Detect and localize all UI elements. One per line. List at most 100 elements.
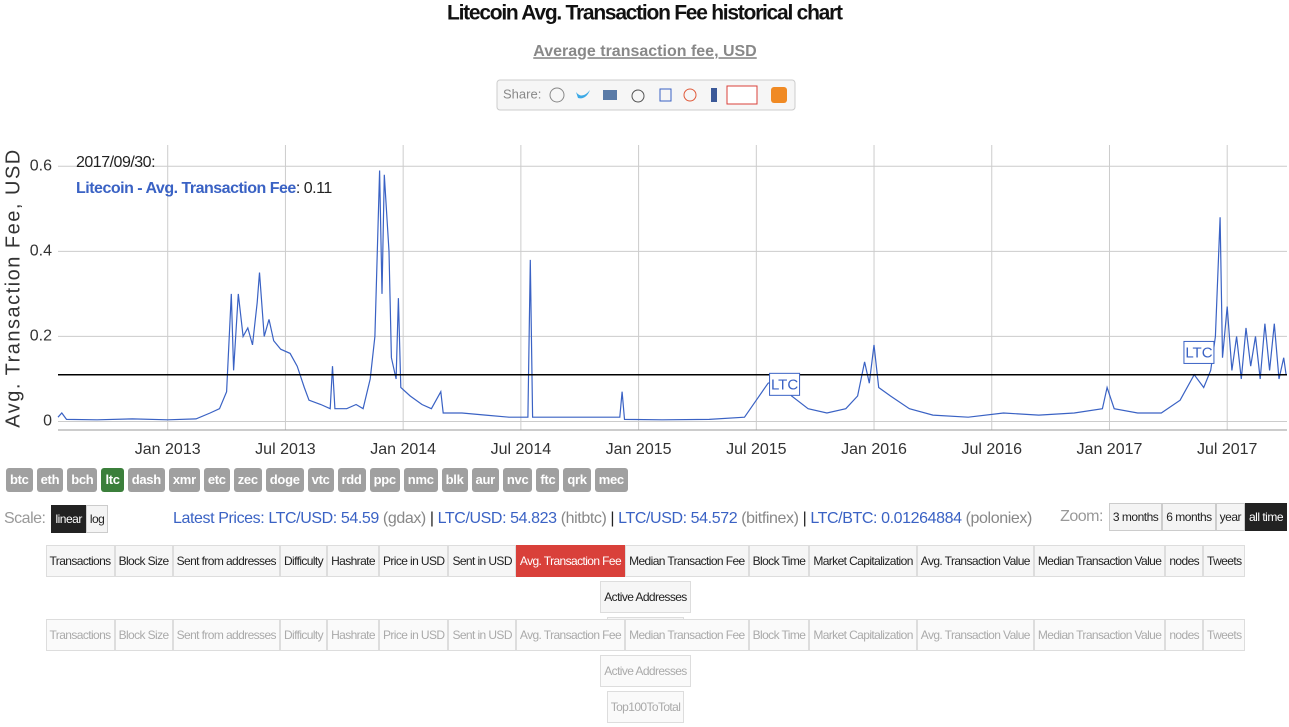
metric-button[interactable]: Sent from addresses <box>172 545 280 577</box>
metric-button[interactable]: Market Capitalization <box>809 619 917 651</box>
tooltip-value: 0.11 <box>304 180 333 197</box>
price-separator: | <box>429 510 434 527</box>
chart: Litecoin Avg. Transaction Fee historical… <box>2 2 1287 458</box>
tooltip-series: Litecoin - Avg. Transaction Fee <box>76 180 296 197</box>
price-value: 54.59 <box>340 510 379 527</box>
coin-button[interactable]: zec <box>233 468 262 492</box>
coin-button[interactable]: aur <box>471 468 499 492</box>
tooltip-line: Litecoin - Avg. Transaction Fee: 0.11 <box>76 180 332 197</box>
metric-button[interactable]: Avg. Transaction Fee <box>515 545 626 577</box>
share-label: Share: <box>503 86 541 101</box>
like-icon[interactable] <box>659 88 672 102</box>
x-tick-label: Jul 2015 <box>726 441 787 458</box>
metric-button[interactable]: Price in USD <box>378 545 449 577</box>
coin-button[interactable]: nvc <box>502 468 533 492</box>
scale-option[interactable]: linear <box>51 505 86 533</box>
blogger-icon[interactable] <box>771 87 787 103</box>
price-exchange: (hitbtc) <box>560 510 607 527</box>
coin-button[interactable]: ltc <box>101 468 124 492</box>
price-value: 54.823 <box>510 510 557 527</box>
metric-button[interactable]: Difficulty <box>279 545 328 577</box>
metric-button[interactable]: Avg. Transaction Value <box>916 619 1034 651</box>
coin-button[interactable]: nmc <box>403 468 438 492</box>
metric-button[interactable]: Difficulty <box>279 619 328 651</box>
coin-button[interactable]: ppc <box>369 468 400 492</box>
vk-icon[interactable] <box>603 90 617 100</box>
scale-option[interactable]: log <box>85 505 109 533</box>
metric-button[interactable]: Tweets <box>1203 545 1246 577</box>
metric-button[interactable]: Median Transaction Fee <box>625 619 749 651</box>
twitter-icon[interactable] <box>576 90 590 99</box>
price-exchange: (poloniex) <box>965 510 1033 527</box>
zoom-option[interactable]: year <box>1215 503 1245 531</box>
coin-button[interactable]: eth <box>36 468 64 492</box>
gplus1-icon[interactable] <box>726 85 758 105</box>
metric-button[interactable]: Active Addresses <box>600 581 691 613</box>
metric-button[interactable]: Block Size <box>114 619 173 651</box>
metric-button[interactable]: Price in USD <box>378 619 449 651</box>
annotation-box <box>1183 340 1215 364</box>
metric-button[interactable]: nodes <box>1165 619 1204 651</box>
x-tick-label: Jul 2016 <box>962 441 1023 458</box>
metric-button[interactable]: Block Size <box>114 545 173 577</box>
zoom-label: Zoom: <box>1060 508 1103 525</box>
metric-button[interactable]: Median Transaction Value <box>1033 619 1166 651</box>
metric-button[interactable]: Avg. Transaction Fee <box>515 619 626 651</box>
price-pair: LTC/BTC: <box>810 510 878 527</box>
subtitle: Average transaction fee, USD <box>533 43 756 60</box>
coin-button[interactable]: xmr <box>168 468 200 492</box>
metric-button[interactable]: Median Transaction Value <box>1033 545 1166 577</box>
annotation-text: LTC <box>771 376 798 393</box>
coin-list: btc eth bch ltc dash xmr etc zec doge vtc rdd ppc nm… <box>6 468 632 492</box>
gplus-icon[interactable] <box>683 88 697 102</box>
coin-button[interactable]: btc <box>6 468 33 492</box>
metric-button[interactable]: Transactions <box>45 619 115 651</box>
facebook-icon[interactable] <box>711 88 717 102</box>
zoom-option[interactable]: all time <box>1244 503 1287 531</box>
weibo-icon[interactable] <box>631 89 645 103</box>
price-exchange: (gdax) <box>382 510 426 527</box>
coin-button[interactable]: doge <box>265 468 304 492</box>
metric-button[interactable]: Block Time <box>748 619 810 651</box>
coin-button[interactable]: etc <box>203 468 230 492</box>
metric-button[interactable]: Top100ToTotal <box>606 691 685 723</box>
coin-button[interactable]: bch <box>67 468 98 492</box>
share-icons[interactable] <box>549 85 787 105</box>
zoom-option[interactable]: 6 months <box>1162 503 1216 531</box>
metric-button[interactable]: Transactions <box>45 545 115 577</box>
annotation-flag: LTC <box>769 372 801 396</box>
coin-button[interactable]: blk <box>441 468 468 492</box>
metric-button[interactable]: Hashrate <box>327 545 379 577</box>
reddit-icon[interactable] <box>549 87 565 103</box>
coin-button[interactable]: mec <box>594 468 628 492</box>
zoom-control: Zoom: 3 months 6 months year all time <box>1060 503 1287 531</box>
metric-button[interactable]: Sent in USD <box>448 619 516 651</box>
metric-button[interactable]: Sent from addresses <box>172 619 280 651</box>
x-tick-label: Jan 2014 <box>370 441 436 458</box>
coin-button[interactable]: rdd <box>337 468 366 492</box>
metric-button[interactable]: Block Time <box>748 545 810 577</box>
annotation-text: LTC <box>1185 344 1212 361</box>
metric-button[interactable]: Avg. Transaction Value <box>916 545 1034 577</box>
metric-button[interactable]: Hashrate <box>327 619 379 651</box>
metric-button[interactable]: nodes <box>1165 545 1204 577</box>
plot-area <box>58 145 1287 430</box>
metric-button[interactable]: Sent in USD <box>448 545 516 577</box>
zoom-option[interactable]: 3 months <box>1108 503 1163 531</box>
price-separator: | <box>802 510 807 527</box>
price-pair: LTC/USD: <box>618 510 687 527</box>
metric-button[interactable]: Median Transaction Fee <box>625 545 749 577</box>
coin-button[interactable]: dash <box>127 468 165 492</box>
y-tick-label: 0.4 <box>30 243 52 260</box>
price-separator: | <box>610 510 615 527</box>
price-pair: LTC/USD: <box>268 510 337 527</box>
x-tick-label: Jan 2016 <box>841 441 907 458</box>
coin-button[interactable]: vtc <box>307 468 334 492</box>
metric-button[interactable]: Active Addresses <box>600 655 691 687</box>
metric-button[interactable]: Market Capitalization <box>809 545 917 577</box>
coin-button[interactable]: qrk <box>563 468 591 492</box>
metric-button[interactable]: Tweets <box>1203 619 1246 651</box>
data-line <box>57 170 1287 421</box>
price-exchange: (bitfinex) <box>741 510 799 527</box>
coin-button[interactable]: ftc <box>536 468 560 492</box>
